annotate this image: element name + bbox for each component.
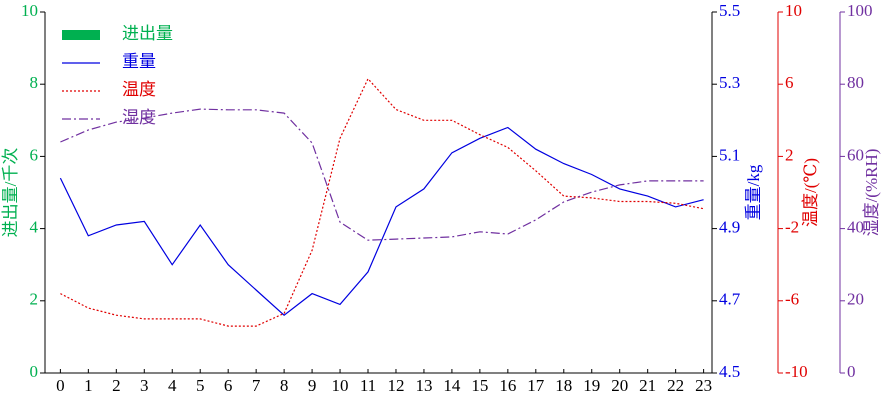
y-tick-label: 6 xyxy=(30,145,39,164)
x-tick-label: 20 xyxy=(611,376,628,395)
y-tick-label: 4.5 xyxy=(719,362,740,381)
x-tick-label: 0 xyxy=(56,376,65,395)
y-tick-label: 80 xyxy=(847,73,864,92)
x-tick-label: 3 xyxy=(140,376,149,395)
series-line xyxy=(59,126,704,316)
y-tick-label: 2 xyxy=(30,290,39,309)
x-tick-label: 22 xyxy=(667,376,684,395)
axis-label: 进出量/千次 xyxy=(1,148,20,238)
x-tick-label: 19 xyxy=(583,376,600,395)
x-tick-label: 10 xyxy=(332,376,349,395)
x-tick-label: 16 xyxy=(499,376,516,395)
y-tick-label: 4.7 xyxy=(719,290,741,309)
x-tick-label: 18 xyxy=(555,376,572,395)
y-tick-label: 6 xyxy=(785,73,794,92)
axis-label: 重量/kg xyxy=(744,164,763,220)
x-tick-label: 8 xyxy=(280,376,289,395)
y-tick-label: -10 xyxy=(785,362,808,381)
y-tick-label: 5.1 xyxy=(719,145,740,164)
y-tick-label: -2 xyxy=(785,218,799,237)
x-tick-label: 13 xyxy=(415,376,432,395)
y-tick-label: 10 xyxy=(785,1,802,20)
y-tick-label: 8 xyxy=(30,73,39,92)
y-tick-label: 0 xyxy=(30,362,39,381)
y-tick-label: 40 xyxy=(847,218,864,237)
x-tick-label: 7 xyxy=(252,376,261,395)
y-tick-label: 20 xyxy=(847,290,864,309)
y-tick-label: 5.5 xyxy=(719,1,740,20)
x-tick-label: 23 xyxy=(695,376,712,395)
x-tick-label: 21 xyxy=(639,376,656,395)
x-tick-label: 14 xyxy=(443,376,461,395)
axis-label: 湿度/(%RH) xyxy=(862,149,881,237)
series-line xyxy=(60,77,704,327)
x-tick-label: 15 xyxy=(471,376,488,395)
y-tick-label: 100 xyxy=(847,1,873,20)
axis-label: 温度/(℃) xyxy=(801,158,820,227)
x-tick-label: 17 xyxy=(527,376,545,395)
y-tick-label: 4 xyxy=(30,218,39,237)
x-tick-label: 2 xyxy=(112,376,121,395)
x-tick-label: 9 xyxy=(308,376,317,395)
x-tick-label: 6 xyxy=(224,376,233,395)
legend-label: 重量 xyxy=(122,52,156,71)
legend-label: 进出量 xyxy=(122,24,173,43)
y-tick-label: 4.9 xyxy=(719,218,740,237)
y-tick-label: 10 xyxy=(21,1,38,20)
series-line xyxy=(60,108,704,241)
y-tick-label: 2 xyxy=(785,145,794,164)
x-tick-label: 4 xyxy=(168,376,177,395)
y-tick-label: 60 xyxy=(847,145,864,164)
legend-swatch xyxy=(62,30,100,40)
x-tick-label: 12 xyxy=(387,376,404,395)
legend-label: 温度 xyxy=(122,80,156,99)
x-tick-label: 1 xyxy=(84,376,93,395)
x-tick-label: 11 xyxy=(360,376,376,395)
y-tick-label: 0 xyxy=(847,362,856,381)
legend-label: 湿度 xyxy=(122,108,156,127)
y-tick-label: -6 xyxy=(785,290,799,309)
x-tick-label: 5 xyxy=(196,376,205,395)
y-tick-label: 5.3 xyxy=(719,73,740,92)
